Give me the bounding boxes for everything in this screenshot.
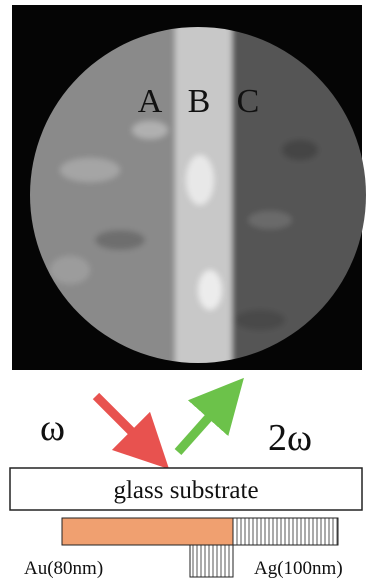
ag-film	[233, 518, 338, 545]
ag-step	[190, 545, 233, 577]
region-label: B	[188, 83, 211, 120]
region-label: A	[138, 83, 163, 120]
ag-label: Ag(100nm)	[254, 558, 343, 579]
incident-beam	[96, 396, 150, 450]
substrate-label: glass substrate	[113, 477, 258, 504]
input-frequency: ω	[40, 407, 65, 449]
au-label: Au(80nm)	[24, 558, 103, 579]
au-film	[62, 518, 233, 545]
figure: A B C ω 2ω glass substrate Au(80nm) Ag(1…	[0, 0, 374, 579]
output-frequency: 2ω	[268, 417, 312, 459]
shg-beam	[178, 398, 226, 452]
region-label: C	[237, 83, 260, 120]
